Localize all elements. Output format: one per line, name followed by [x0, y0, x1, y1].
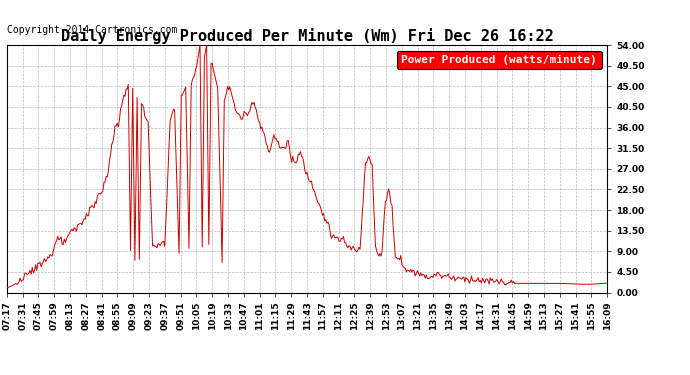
Title: Daily Energy Produced Per Minute (Wm) Fri Dec 26 16:22: Daily Energy Produced Per Minute (Wm) Fr… — [61, 28, 553, 44]
Text: Copyright 2014 Cartronics.com: Copyright 2014 Cartronics.com — [7, 25, 177, 35]
Legend: Power Produced (watts/minute): Power Produced (watts/minute) — [397, 51, 602, 69]
